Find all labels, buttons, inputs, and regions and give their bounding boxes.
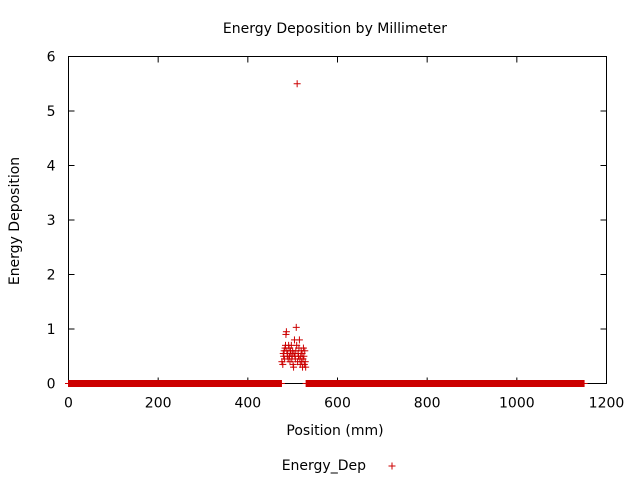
data-point [580, 380, 588, 387]
y-tick-label: 6 [47, 50, 56, 66]
data-point [301, 347, 309, 355]
x-tick-label: 1200 [589, 396, 625, 412]
x-tick-label: 0 [64, 396, 73, 412]
data-point [295, 336, 303, 344]
data-point [282, 328, 290, 336]
data-point [292, 323, 300, 331]
x-tick-label: 1000 [499, 396, 535, 412]
x-tick-label: 200 [145, 396, 172, 412]
y-axis-label: Energy Deposition [7, 157, 23, 285]
legend-marker-plus-icon [388, 462, 396, 470]
data-point [293, 80, 301, 88]
x-axis-label: Position (mm) [286, 423, 383, 439]
y-tick-label: 2 [47, 268, 56, 284]
data-point [300, 352, 308, 360]
legend-label-energy-dep: Energy_Dep [282, 458, 366, 474]
plot-frame [68, 56, 607, 384]
data-point [290, 363, 298, 371]
x-tick-label: 400 [234, 396, 261, 412]
legend-marker-plus [388, 462, 396, 470]
y-tick-label: 4 [47, 159, 56, 175]
data-point [279, 360, 287, 368]
data-point [277, 380, 285, 387]
x-tick-label: 800 [414, 396, 441, 412]
legend: Energy_Dep [282, 458, 396, 474]
data-point [302, 363, 310, 371]
axis-ticks: 0 200 400 600 800 1000 1200 0 1 2 3 4 5 6 [47, 50, 625, 412]
y-tick-label: 0 [47, 377, 56, 393]
chart-title: Energy Deposition by Millimeter [223, 21, 447, 37]
y-tick-label: 1 [47, 322, 56, 338]
y-tick-label: 5 [47, 104, 56, 120]
y-tick-label: 3 [47, 213, 56, 229]
data-points [65, 80, 588, 387]
x-tick-label: 600 [324, 396, 351, 412]
